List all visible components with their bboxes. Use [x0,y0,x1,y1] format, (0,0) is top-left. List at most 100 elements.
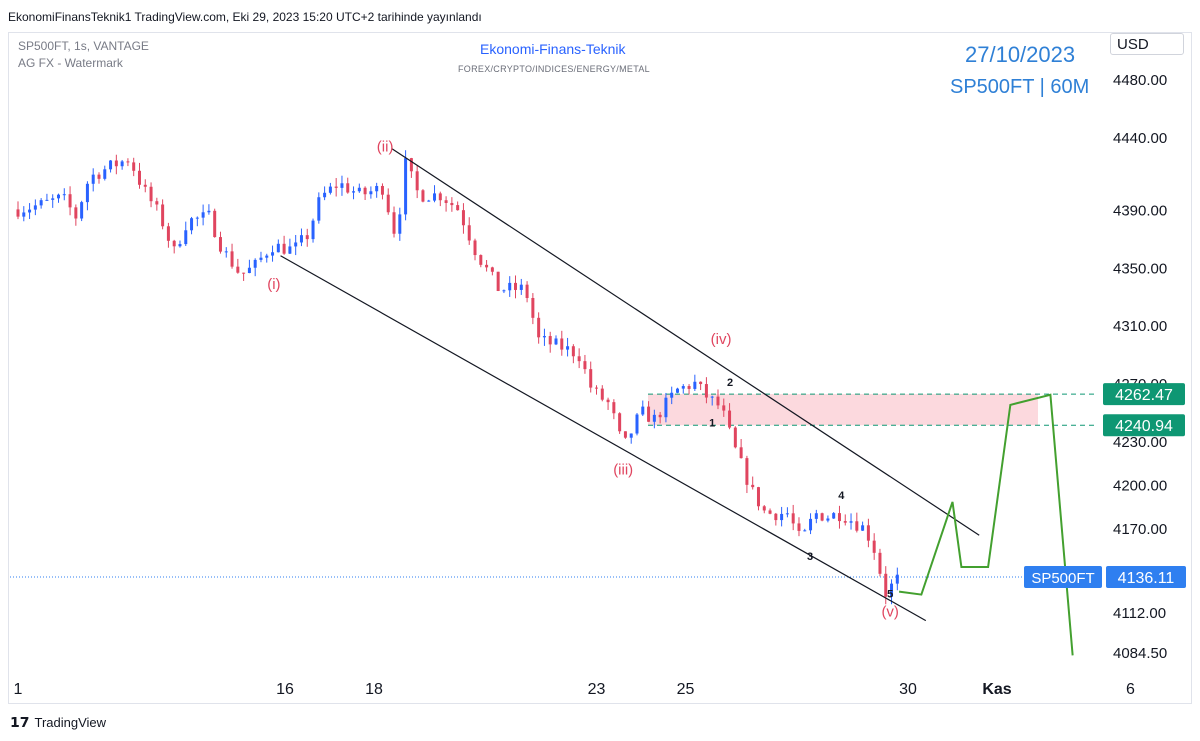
candle-body [340,183,344,188]
x-tick-label: Kas [982,681,1011,698]
candle-body [114,160,118,167]
candle-body [762,506,766,511]
candle-body [230,251,234,267]
level-badge [1103,383,1185,406]
candle-body [409,158,413,172]
candle-body [566,346,570,350]
candle-body [519,284,523,290]
candle-body [716,396,720,406]
chart-frame[interactable] [8,32,1192,704]
candle-body [103,169,107,179]
candle-body [895,574,899,584]
candle-body [612,402,616,414]
candle-body [589,369,593,388]
candle-body [190,218,194,231]
candle-body [456,205,460,211]
candle-body [641,406,645,415]
candle-body [143,184,147,187]
candle-body [814,513,818,519]
symbol-badge [1024,566,1102,589]
candle-body [647,406,651,422]
last-price-label: 4136.11 [1118,570,1175,587]
candle-body [890,583,894,597]
candle-body [427,200,431,202]
candle-body [768,510,772,514]
candle-body [490,267,494,272]
candle-body [554,338,558,345]
level-badge [1103,414,1185,437]
candle-body [149,186,153,202]
candle-body [438,193,442,201]
candle-body [837,513,841,522]
x-tick-label: 1 [14,681,23,698]
indicator-line[interactable]: AG FX - Watermark [18,56,123,70]
publish-header: EkonomiFinansTeknik1 TradingView.com, Ek… [0,0,1200,32]
sub-wave-label: 5 [887,588,893,600]
candle-body [74,207,78,219]
candle-body [739,447,743,459]
candle-body [45,199,49,201]
candle-body [109,160,113,170]
sub-wave-label: 1 [709,418,715,430]
wave-label: (i) [267,276,280,293]
y-tick-label: 4200.00 [1113,478,1167,495]
candle-body [352,191,356,193]
candle-body [207,210,211,213]
candle-body [444,200,448,203]
candle-body [820,513,824,521]
candle-body [583,361,587,370]
candle-body [560,338,564,350]
candle-body [369,191,373,195]
candle-body [710,396,714,398]
candle-body [201,212,205,218]
x-tick-label: 18 [365,681,383,698]
wave-label: (iv) [711,331,732,348]
candle-body [548,336,552,345]
candle-body [155,201,159,205]
candle-body [323,192,327,198]
candle-body [751,484,755,488]
candle-body [733,427,737,448]
candle-body [502,290,506,292]
candle-body [91,174,95,184]
x-tick-label: 6 [1126,681,1135,698]
candle-body [282,243,286,254]
candle-body [855,521,859,531]
currency-button[interactable]: USD [1110,33,1184,55]
symbol-info: SP500FT, 1s, VANTAGE AG FX - Watermark [18,38,149,72]
candle-body [664,397,668,418]
channel-upper [391,148,980,536]
candle-body [132,162,136,171]
candle-body [265,255,269,258]
candle-body [623,431,627,438]
candle-body [803,530,807,532]
candle-body [80,202,84,219]
candle-body [224,251,228,253]
candle-body [398,214,402,234]
candle-body [687,386,691,389]
candle-body [218,237,222,252]
candle-body [849,521,853,523]
candle-body [600,388,604,400]
candle-body [213,210,217,238]
x-tick-label: 30 [899,681,917,698]
x-tick-label: 23 [588,681,606,698]
candle-body [450,202,454,206]
candle-body [242,272,246,274]
symbol-line[interactable]: SP500FT, 1s, VANTAGE [18,39,149,53]
footer-brand[interactable]: 𝟭𝟳 TradingView [10,714,106,731]
candle-body [508,282,512,291]
candle-body [728,410,732,428]
candle-body [404,158,408,215]
target-zone [648,394,1038,426]
candle-body [294,242,298,247]
candle-body [363,187,367,195]
candle-body [328,186,332,193]
candle-body [485,264,489,268]
candle-body [675,388,679,393]
candle-body [693,381,697,389]
candle-body [826,518,830,521]
candle-body [33,205,37,210]
candle-body [884,573,888,597]
